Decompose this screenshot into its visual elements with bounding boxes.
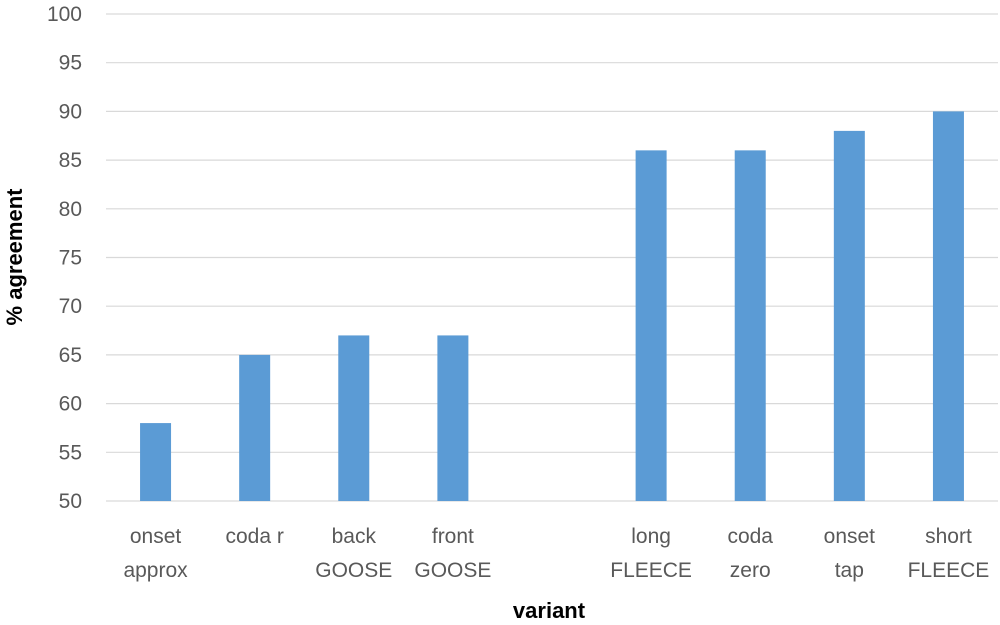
x-tick-label: short	[925, 525, 972, 548]
bar	[338, 335, 370, 501]
x-tick-label: long	[631, 525, 671, 548]
x-axis-ticks: onset approx coda r back GOOSE front GOOSE long…	[123, 525, 989, 582]
x-tick-label: front	[432, 525, 474, 548]
bar	[833, 130, 865, 501]
bar	[734, 150, 766, 502]
y-tick-label: 75	[59, 247, 82, 270]
x-tick-label: back	[332, 525, 377, 548]
bar	[437, 335, 469, 501]
y-tick-label: 95	[59, 52, 82, 75]
y-tick-label: 100	[47, 3, 82, 26]
y-tick-label: 70	[59, 295, 82, 318]
x-tick-label: tap	[835, 559, 864, 582]
x-tick-label: approx	[123, 559, 188, 582]
bar	[635, 150, 667, 502]
y-tick-label: 80	[59, 198, 82, 221]
x-tick-label: FLEECE	[610, 559, 692, 582]
bars	[140, 111, 964, 502]
x-tick-label: onset	[130, 525, 182, 548]
x-tick-label: FLEECE	[908, 559, 990, 582]
x-tick-label: onset	[824, 525, 876, 548]
y-axis-title: % agreement	[2, 188, 27, 326]
y-tick-label: 65	[59, 344, 82, 367]
x-tick-label: zero	[730, 559, 771, 582]
y-axis-ticks: 50 55 60 65 70 75 80 85 90 95 100	[47, 3, 82, 513]
y-tick-label: 55	[59, 441, 82, 464]
y-tick-label: 85	[59, 149, 82, 172]
x-tick-label: GOOSE	[414, 559, 491, 582]
x-tick-label: GOOSE	[315, 559, 392, 582]
x-axis-title: variant	[513, 598, 586, 623]
x-tick-label: coda r	[225, 525, 283, 548]
bar	[932, 111, 964, 502]
bar	[140, 423, 172, 501]
y-tick-label: 60	[59, 393, 82, 416]
x-tick-label: coda	[727, 525, 773, 548]
y-tick-label: 50	[59, 490, 82, 513]
y-tick-label: 90	[59, 100, 82, 123]
bar	[239, 354, 271, 501]
